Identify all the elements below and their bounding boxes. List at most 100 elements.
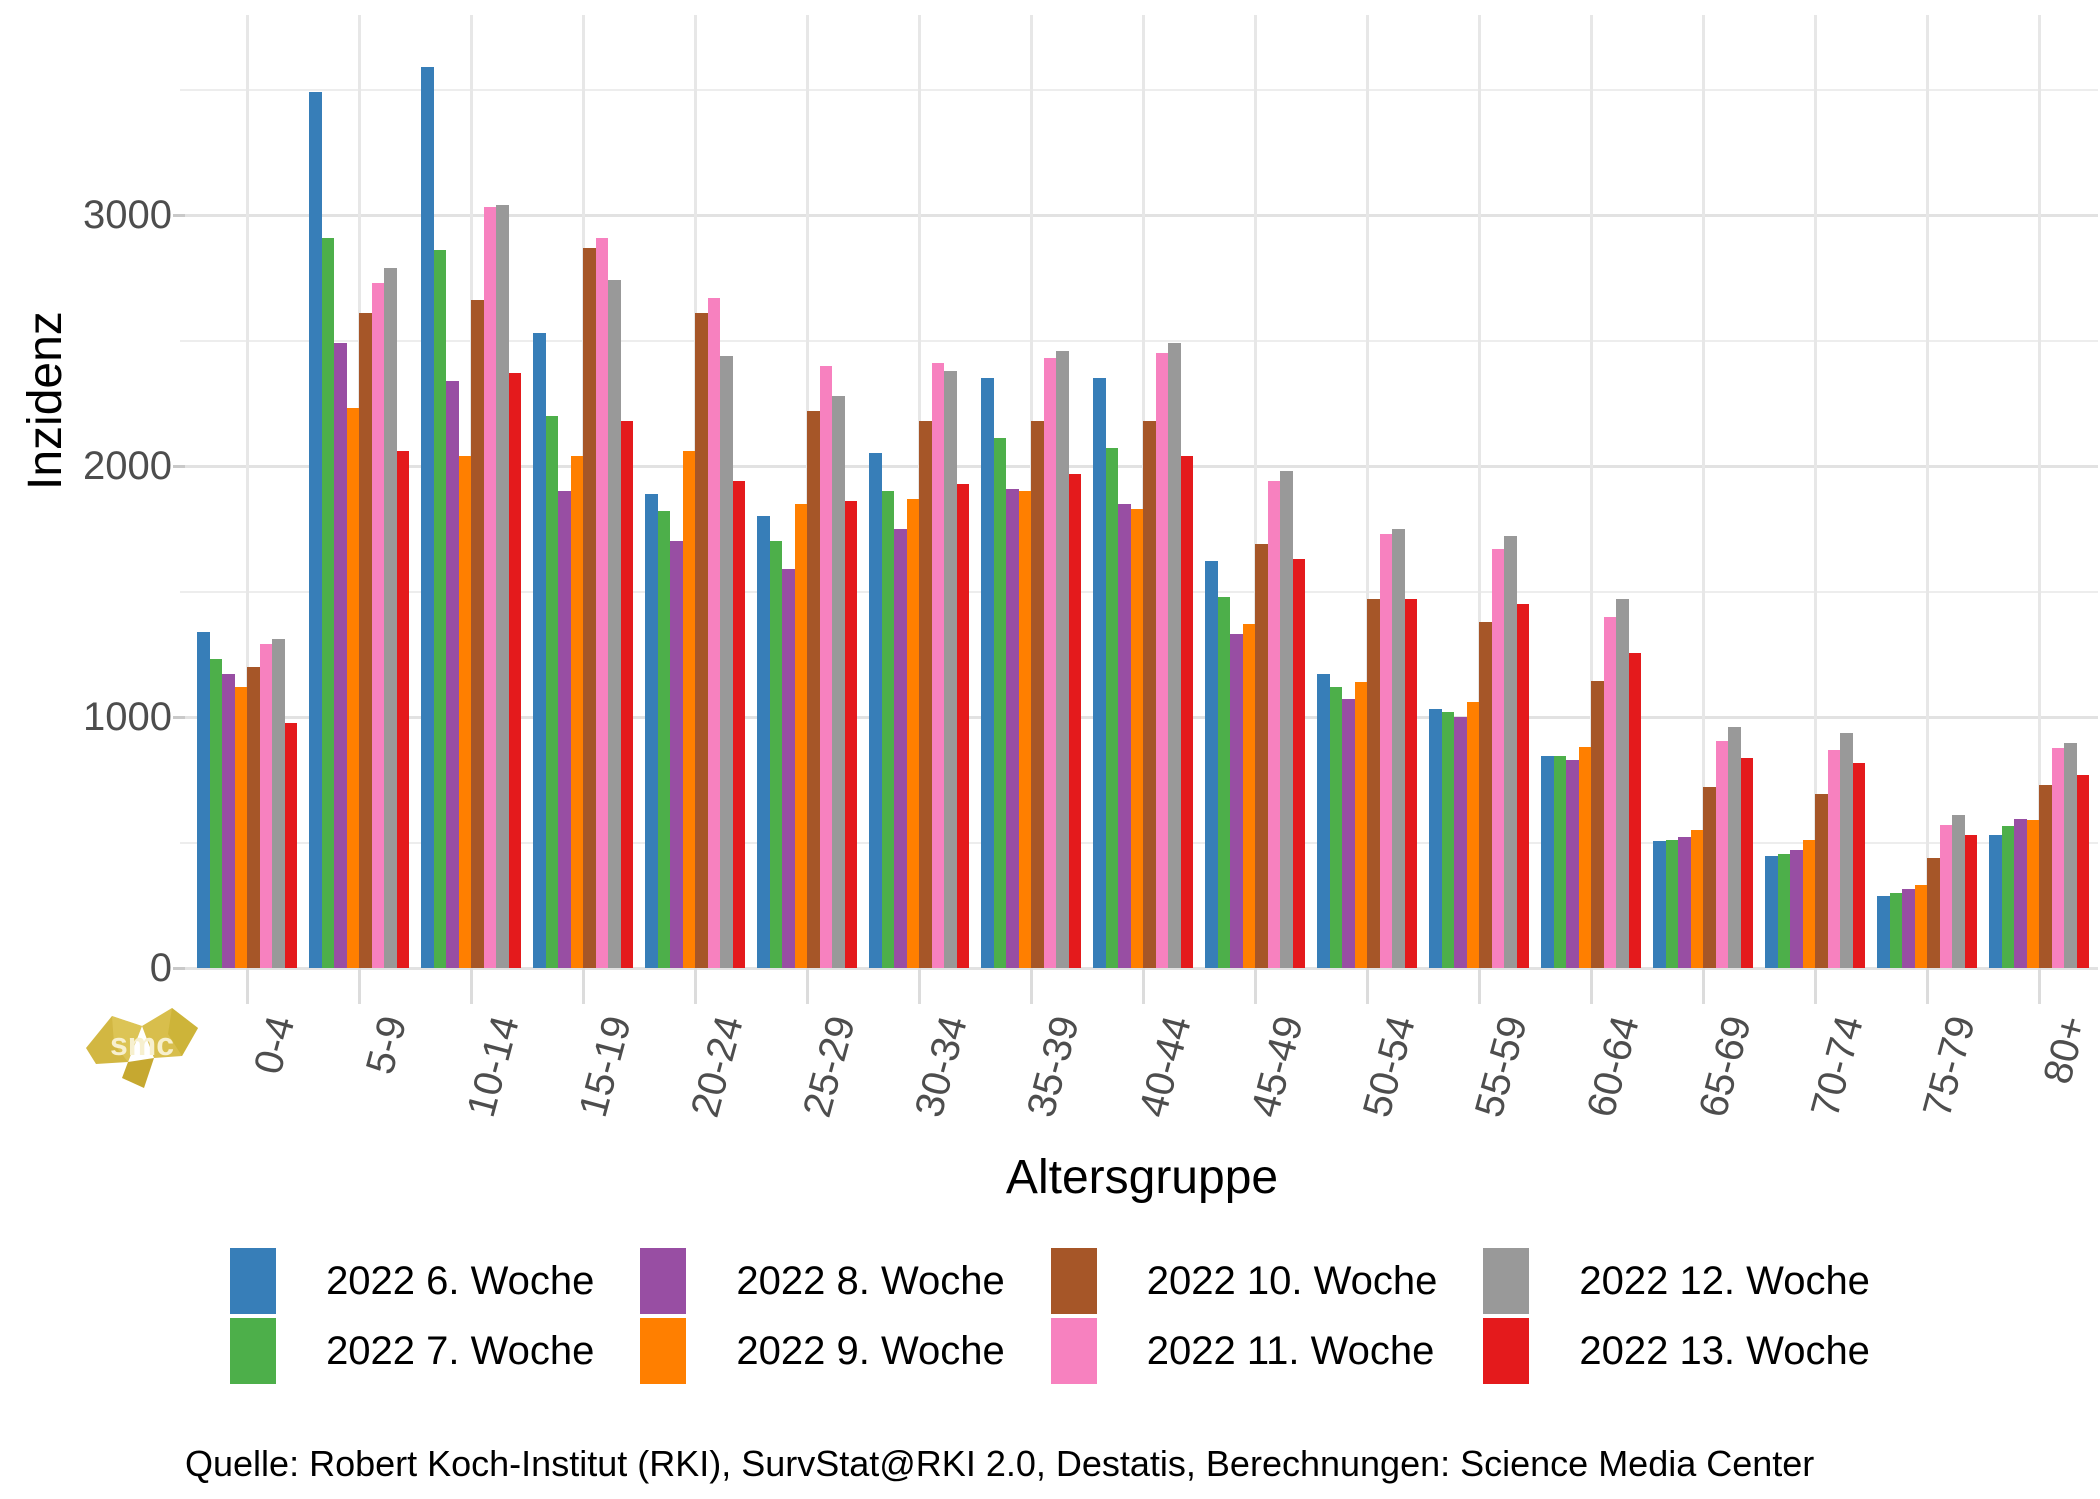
bar xyxy=(894,528,907,968)
x-tick-label: 5-9 xyxy=(358,1011,416,1079)
bar xyxy=(247,666,260,968)
gridline-major xyxy=(180,967,2098,970)
bar xyxy=(1952,814,1965,968)
x-tick-label: 75-79 xyxy=(1914,1011,1984,1122)
bar xyxy=(732,481,745,968)
bar xyxy=(819,365,832,968)
y-tick-label: 0 xyxy=(149,946,172,990)
bar xyxy=(1018,491,1031,968)
bar xyxy=(1939,824,1952,968)
bar xyxy=(1342,699,1355,968)
bar xyxy=(1690,829,1703,968)
bar xyxy=(881,491,894,968)
bar xyxy=(1603,616,1616,968)
bar xyxy=(321,237,334,968)
bar xyxy=(1491,548,1504,968)
legend-swatch xyxy=(640,1318,687,1384)
bar xyxy=(1441,711,1454,968)
bar xyxy=(1255,543,1268,968)
gridline-vertical xyxy=(1926,15,1929,968)
bar xyxy=(371,282,384,968)
legend-label: 2022 6. Woche xyxy=(326,1258,595,1303)
bar xyxy=(657,511,670,968)
bar xyxy=(1840,733,1853,968)
bar xyxy=(1479,621,1492,968)
bar xyxy=(1367,599,1380,968)
y-tick-mark xyxy=(173,214,185,217)
x-tick-mark xyxy=(1814,968,1817,1004)
bar xyxy=(2064,743,2077,968)
bar xyxy=(695,312,708,968)
bar xyxy=(284,723,297,968)
bar xyxy=(583,247,596,968)
legend-swatch xyxy=(230,1248,277,1314)
x-tick-label: 10-14 xyxy=(458,1011,528,1122)
x-tick-mark xyxy=(1590,968,1593,1004)
x-tick-label: 45-49 xyxy=(1242,1011,1312,1122)
legend-item: 2022 9. Woche xyxy=(640,1318,1005,1384)
x-tick-mark xyxy=(1702,968,1705,1004)
bar xyxy=(1205,561,1218,968)
bar xyxy=(720,355,733,968)
bar xyxy=(1566,759,1579,968)
bar xyxy=(906,498,919,968)
x-tick-label: 30-34 xyxy=(906,1011,976,1122)
bar xyxy=(1765,856,1778,968)
y-tick-label: 1000 xyxy=(83,695,172,739)
bar xyxy=(384,267,397,968)
y-tick-label: 3000 xyxy=(83,193,172,237)
bar xyxy=(421,66,434,968)
bar xyxy=(209,659,222,968)
bar xyxy=(707,297,720,968)
bar xyxy=(2026,819,2039,968)
bar xyxy=(359,312,372,968)
bar xyxy=(396,450,409,968)
x-tick-label: 55-59 xyxy=(1466,1011,1536,1122)
bar xyxy=(222,674,235,968)
x-tick-mark xyxy=(1366,968,1369,1004)
bar xyxy=(608,280,621,968)
bar xyxy=(1827,749,1840,968)
bar xyxy=(1105,448,1118,968)
bar xyxy=(832,395,845,968)
bar xyxy=(1317,674,1330,968)
bar xyxy=(1989,834,2002,968)
bar xyxy=(2051,748,2064,968)
gridline-vertical xyxy=(246,15,249,968)
legend-item: 2022 6. Woche xyxy=(230,1248,594,1314)
bar xyxy=(794,503,807,968)
bar xyxy=(956,483,969,968)
bar xyxy=(757,516,770,968)
x-tick-label: 40-44 xyxy=(1130,1011,1200,1122)
legend: 2022 6. Woche 2022 7. Woche 2022 8. Woche 2… xyxy=(0,1248,2100,1384)
legend-swatch xyxy=(230,1318,277,1384)
bar xyxy=(944,370,957,968)
legend-label: 2022 7. Woche xyxy=(326,1328,595,1373)
y-tick-label: 2000 xyxy=(83,444,172,488)
legend-item: 2022 10. Woche xyxy=(1050,1248,1437,1314)
legend-label: 2022 9. Woche xyxy=(736,1328,1005,1373)
bar xyxy=(1093,378,1106,968)
legend-item: 2022 12. Woche xyxy=(1483,1248,1870,1314)
bar xyxy=(1728,727,1741,968)
y-tick-mark xyxy=(173,716,185,719)
legend-label: 2022 12. Woche xyxy=(1579,1258,1870,1303)
x-tick-mark xyxy=(694,968,697,1004)
bar xyxy=(1143,420,1156,968)
bar xyxy=(1354,681,1367,968)
gridline-vertical xyxy=(1590,15,1593,968)
bar xyxy=(2039,784,2052,968)
x-tick-mark xyxy=(358,968,361,1004)
bar xyxy=(1168,343,1181,968)
bar xyxy=(2014,818,2027,968)
bar xyxy=(931,363,944,968)
bar xyxy=(620,420,633,968)
x-tick-mark xyxy=(246,968,249,1004)
bar xyxy=(807,410,820,968)
gridline-major xyxy=(180,214,2098,217)
x-tick-label: 15-19 xyxy=(570,1011,640,1122)
x-tick-mark xyxy=(1478,968,1481,1004)
bar xyxy=(1329,686,1342,968)
bar xyxy=(1242,624,1255,968)
bar xyxy=(1852,763,1865,968)
